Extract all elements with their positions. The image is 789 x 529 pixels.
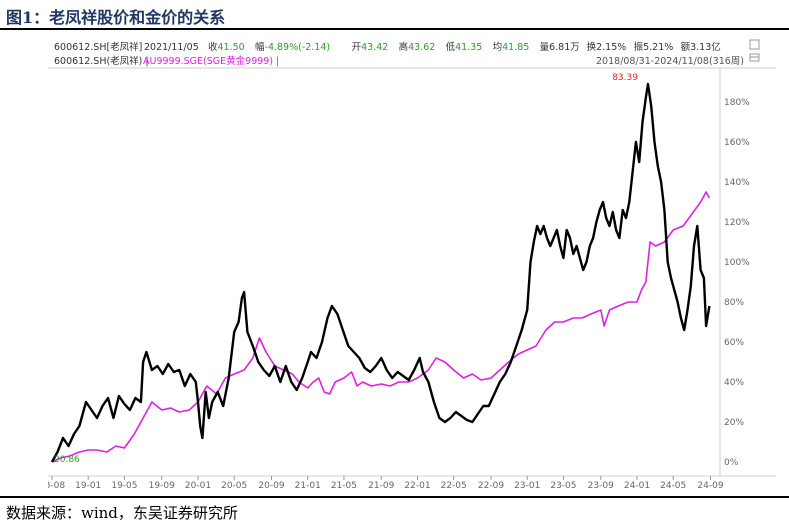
y-tick-label: 0% bbox=[724, 458, 739, 468]
annotation-label: 83.39 bbox=[612, 73, 638, 83]
x-tick-label: 21-09 bbox=[368, 481, 394, 491]
x-tick-label: 20-09 bbox=[258, 481, 284, 491]
chart-panel: 600612.SH[老凤祥] 2021/11/05 收41.50 幅-4.89%(… bbox=[39, 36, 778, 492]
top-rule bbox=[0, 28, 789, 30]
y-tick-label: 40% bbox=[724, 378, 744, 388]
quote-item-4: 低41.35 bbox=[446, 41, 483, 53]
source-note: 数据来源：wind，东吴证券研究所 bbox=[6, 504, 238, 522]
y-tick-label: 100% bbox=[724, 258, 750, 268]
x-tick-label: 18-08 bbox=[48, 481, 65, 491]
x-tick-label: 21-01 bbox=[295, 481, 321, 491]
x-tick-label: 22-01 bbox=[404, 481, 430, 491]
x-axis-ticks: 18-08 19-01 19-05 19-09 20-01 20-05 20-09 21-01… bbox=[39, 476, 724, 491]
x-tick-label: 24-05 bbox=[660, 481, 686, 491]
y-tick-label: 140% bbox=[724, 178, 750, 188]
quote-item-9: 额3.13亿 bbox=[681, 41, 721, 53]
range-label: 2018/08/31-2024/11/08(316周) bbox=[596, 56, 744, 67]
quote-item-6: 量6.81万 bbox=[540, 42, 580, 53]
y-tick-label: 60% bbox=[724, 338, 744, 348]
annotation-label: 20.86 bbox=[54, 455, 80, 465]
x-tick-label: 21-05 bbox=[331, 481, 357, 491]
x-tick-label: 19-05 bbox=[111, 481, 137, 491]
legend-series-1[interactable]: 600612.SH(老凤祥) | bbox=[54, 55, 149, 67]
quote-item-8: 振5.21% bbox=[634, 41, 674, 53]
x-tick-label: 19-01 bbox=[75, 481, 101, 491]
series-lines bbox=[50, 82, 711, 463]
line-chart[interactable]: 600612.SH[老凤祥] 2021/11/05 收41.50 幅-4.89%(… bbox=[39, 36, 778, 492]
y-tick-label: 180% bbox=[724, 98, 750, 108]
quote-code: 600612.SH[老凤祥] bbox=[54, 41, 142, 53]
x-tick-label: 23-01 bbox=[514, 481, 540, 491]
figure-title: 图1：老凤祥股价和金价的关系 bbox=[6, 8, 226, 27]
annotations: 83.39 20.86 bbox=[54, 73, 638, 465]
y-tick-label: 160% bbox=[724, 138, 750, 148]
quote-items: 收41.50 幅-4.89%(-2.14) 开43.42 高43.62 低41.35 均4… bbox=[208, 41, 721, 53]
legend-series-2[interactable]: AU9999.SGE(SGE黄金9999) | bbox=[143, 55, 279, 67]
y-axis-ticks: 0% 20% 40% 60% 80% 100% 120% 140% 160% 180% bbox=[724, 98, 750, 468]
y-tick-label: 120% bbox=[724, 218, 750, 228]
quote-item-2: 开43.42 bbox=[352, 42, 389, 53]
quote-item-3: 高43.62 bbox=[399, 41, 436, 53]
quote-date: 2021/11/05 bbox=[144, 42, 199, 53]
x-tick-label: 20-05 bbox=[221, 481, 247, 491]
y-tick-label: 20% bbox=[724, 418, 744, 428]
x-tick-label: 22-09 bbox=[478, 481, 504, 491]
square-icon[interactable] bbox=[749, 39, 760, 50]
restore-icon[interactable] bbox=[749, 53, 760, 62]
stock-price-line bbox=[50, 82, 711, 463]
y-tick-label: 80% bbox=[724, 298, 744, 308]
x-tick-label: 24-09 bbox=[697, 481, 723, 491]
x-tick-label: 23-09 bbox=[588, 481, 614, 491]
quote-item-1: 幅-4.89%(-2.14) bbox=[255, 41, 330, 53]
gold-price-line bbox=[51, 191, 711, 463]
x-tick-label: 20-01 bbox=[185, 481, 211, 491]
bottom-rule bbox=[0, 496, 789, 498]
x-tick-label: 23-05 bbox=[550, 481, 576, 491]
x-tick-label: 19-09 bbox=[149, 481, 175, 491]
quote-item-7: 换2.15% bbox=[587, 41, 627, 53]
x-tick-label: 22-05 bbox=[441, 481, 467, 491]
x-tick-label: 24-01 bbox=[624, 481, 650, 491]
quote-item-0: 收41.50 bbox=[208, 41, 245, 53]
quote-item-5: 均41.85 bbox=[493, 41, 530, 53]
